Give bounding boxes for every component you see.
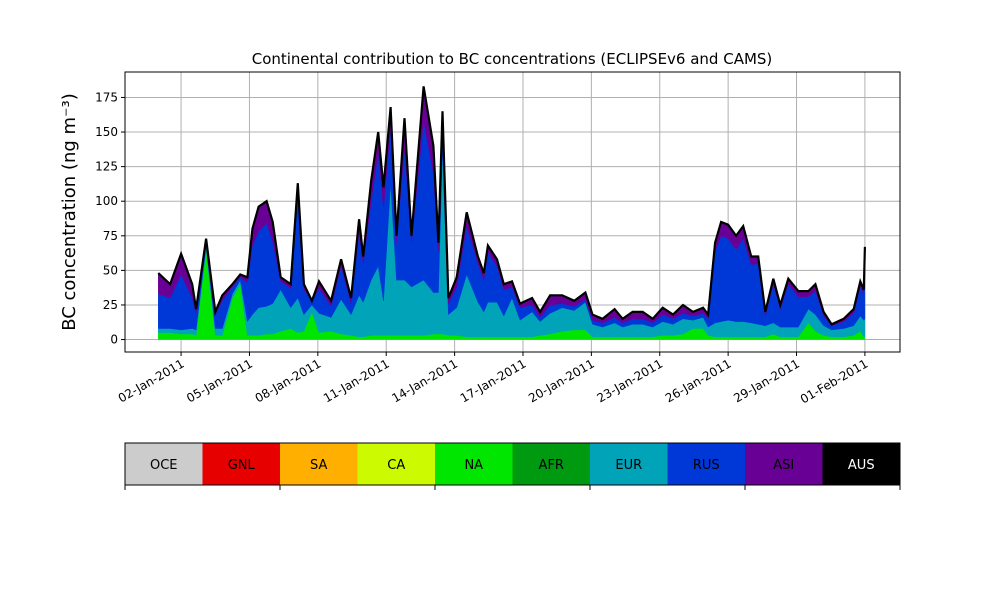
colorbar-swatch-sa [280, 443, 358, 485]
colorbar-label: AFR [539, 458, 564, 473]
colorbar-label: CA [387, 458, 405, 473]
colorbar-border [124, 442, 901, 486]
x-tick-label: 08-Jan-2011 [253, 356, 324, 405]
y-axis-ticks: 0 25 50 75 100 125 150 175 [95, 90, 125, 347]
x-tick-label: 26-Jan-2011 [663, 356, 734, 405]
colorbar-label: GNL [228, 458, 256, 473]
y-tick-label: 150 [95, 125, 118, 139]
colorbar-label: OCE [150, 458, 178, 473]
chart-title: Continental contribution to BC concentra… [252, 50, 773, 68]
colorbar-swatch-na [435, 443, 513, 485]
y-tick-label: 75 [103, 229, 118, 243]
x-tick-label: 05-Jan-2011 [184, 356, 255, 405]
x-tick-label: 23-Jan-2011 [594, 356, 665, 405]
colorbar-swatch-eur [590, 443, 668, 485]
plot-frame [124, 71, 901, 353]
colorbar-swatch-afr [512, 443, 591, 485]
y-axis-label: BC concentration (ng m⁻³) [59, 93, 80, 331]
x-tick-label: 11-Jan-2011 [321, 356, 392, 405]
x-tick-label: 29-Jan-2011 [731, 356, 802, 405]
colorbar-swatch-asi [745, 443, 823, 485]
area-aus-total-line [157, 86, 866, 326]
y-tick-label: 0 [110, 333, 118, 347]
colorbar-label: EUR [615, 458, 642, 473]
plot-border [124, 71, 901, 353]
legend-colorbar: OCE GNL SA CA NA AFR EUR RUS ASI AUS [124, 442, 901, 490]
x-tick-label: 17-Jan-2011 [458, 356, 529, 405]
x-tick-label: 02-Jan-2011 [116, 356, 187, 405]
colorbar-swatch-rus [667, 443, 746, 485]
colorbar-swatch-aus [822, 443, 901, 485]
colorbar-swatch-oce [125, 443, 203, 485]
stacked-areas [157, 86, 866, 340]
y-tick-label: 50 [103, 263, 118, 277]
y-tick-label: 125 [95, 160, 118, 174]
y-tick-label: 100 [95, 194, 118, 208]
x-tick-label: 14-Jan-2011 [389, 356, 460, 405]
y-tick-label: 175 [95, 90, 118, 104]
colorbar-label: RUS [693, 458, 720, 473]
colorbar-label: AUS [848, 458, 875, 473]
colorbar-label: NA [464, 458, 483, 473]
x-tick-label: 01-Feb-2011 [798, 356, 871, 406]
x-tick-label: 20-Jan-2011 [526, 356, 597, 405]
y-tick-label: 25 [103, 298, 118, 312]
colorbar-label: ASI [773, 458, 794, 473]
colorbar-swatch-gnl [202, 443, 281, 485]
colorbar-label: SA [310, 458, 327, 473]
x-axis-ticks: 02-Jan-201105-Jan-201108-Jan-201111-Jan-… [116, 352, 871, 406]
colorbar-swatch-ca [357, 443, 436, 485]
